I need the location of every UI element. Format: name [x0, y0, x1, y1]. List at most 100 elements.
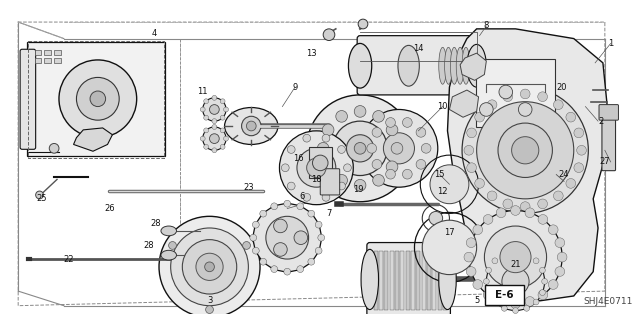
- Circle shape: [473, 225, 483, 234]
- Circle shape: [203, 127, 226, 150]
- Circle shape: [540, 267, 545, 273]
- Circle shape: [59, 60, 137, 137]
- Circle shape: [391, 143, 403, 154]
- Circle shape: [287, 182, 295, 190]
- Text: 2: 2: [598, 117, 604, 126]
- Circle shape: [416, 128, 426, 137]
- Circle shape: [297, 203, 303, 210]
- Text: 24: 24: [559, 170, 570, 179]
- Circle shape: [346, 135, 374, 162]
- Text: 16: 16: [292, 153, 303, 163]
- Circle shape: [322, 193, 330, 201]
- FancyBboxPatch shape: [54, 50, 61, 55]
- Circle shape: [554, 100, 563, 109]
- FancyBboxPatch shape: [379, 251, 383, 309]
- Circle shape: [500, 241, 531, 273]
- Circle shape: [520, 202, 530, 211]
- Circle shape: [548, 225, 558, 234]
- Circle shape: [513, 249, 518, 255]
- Circle shape: [271, 203, 278, 210]
- Circle shape: [338, 145, 346, 153]
- Circle shape: [467, 238, 476, 248]
- Circle shape: [209, 134, 220, 144]
- Circle shape: [212, 148, 217, 153]
- Circle shape: [484, 226, 547, 288]
- Circle shape: [483, 215, 493, 224]
- Circle shape: [303, 134, 310, 142]
- FancyBboxPatch shape: [443, 251, 447, 309]
- Circle shape: [307, 158, 326, 177]
- Circle shape: [477, 102, 574, 199]
- Text: 19: 19: [353, 185, 364, 194]
- Circle shape: [538, 215, 548, 224]
- Circle shape: [511, 299, 520, 308]
- FancyBboxPatch shape: [27, 42, 165, 156]
- Circle shape: [483, 290, 493, 300]
- Circle shape: [338, 182, 346, 190]
- Circle shape: [483, 278, 489, 284]
- Circle shape: [333, 121, 387, 175]
- Ellipse shape: [225, 108, 278, 145]
- FancyBboxPatch shape: [374, 251, 378, 309]
- Circle shape: [274, 243, 287, 256]
- Text: 21: 21: [510, 260, 521, 269]
- Circle shape: [312, 155, 328, 171]
- Circle shape: [541, 278, 548, 284]
- Circle shape: [475, 179, 484, 188]
- Circle shape: [520, 89, 530, 99]
- Circle shape: [496, 208, 506, 218]
- FancyBboxPatch shape: [411, 251, 415, 309]
- FancyBboxPatch shape: [406, 251, 410, 309]
- FancyBboxPatch shape: [44, 50, 51, 55]
- Circle shape: [518, 103, 532, 116]
- Text: 12: 12: [437, 187, 448, 196]
- FancyBboxPatch shape: [357, 36, 479, 95]
- Circle shape: [487, 191, 497, 201]
- Circle shape: [486, 267, 492, 273]
- Circle shape: [513, 308, 518, 314]
- Circle shape: [252, 221, 259, 228]
- Circle shape: [36, 191, 44, 199]
- Circle shape: [297, 266, 303, 272]
- Polygon shape: [460, 53, 486, 80]
- Ellipse shape: [456, 47, 464, 84]
- FancyBboxPatch shape: [417, 251, 420, 309]
- Ellipse shape: [361, 249, 378, 309]
- Text: 18: 18: [311, 175, 322, 184]
- Text: SHJ4E0711: SHJ4E0711: [584, 297, 633, 306]
- Circle shape: [196, 253, 223, 280]
- Ellipse shape: [467, 44, 486, 87]
- Circle shape: [422, 220, 477, 275]
- Circle shape: [322, 134, 330, 142]
- Circle shape: [223, 136, 228, 141]
- Circle shape: [486, 290, 492, 295]
- Circle shape: [220, 115, 225, 120]
- Circle shape: [212, 95, 217, 100]
- Text: 28: 28: [151, 219, 161, 228]
- Text: 25: 25: [36, 194, 47, 203]
- Circle shape: [323, 161, 334, 173]
- Circle shape: [280, 131, 353, 205]
- Circle shape: [294, 231, 308, 244]
- Circle shape: [486, 252, 545, 310]
- FancyBboxPatch shape: [599, 105, 618, 120]
- Circle shape: [503, 199, 513, 209]
- Circle shape: [159, 216, 260, 317]
- Circle shape: [253, 204, 321, 272]
- Ellipse shape: [451, 47, 458, 84]
- Circle shape: [307, 95, 413, 202]
- Circle shape: [492, 258, 498, 264]
- FancyBboxPatch shape: [438, 251, 442, 309]
- Circle shape: [501, 252, 508, 257]
- Circle shape: [344, 164, 351, 172]
- Circle shape: [76, 78, 119, 120]
- Circle shape: [421, 144, 431, 153]
- Circle shape: [467, 163, 476, 173]
- Circle shape: [220, 145, 225, 149]
- FancyBboxPatch shape: [401, 251, 404, 309]
- Circle shape: [360, 109, 438, 187]
- Circle shape: [220, 99, 225, 104]
- FancyBboxPatch shape: [44, 58, 51, 63]
- Circle shape: [511, 206, 520, 215]
- FancyBboxPatch shape: [54, 58, 61, 63]
